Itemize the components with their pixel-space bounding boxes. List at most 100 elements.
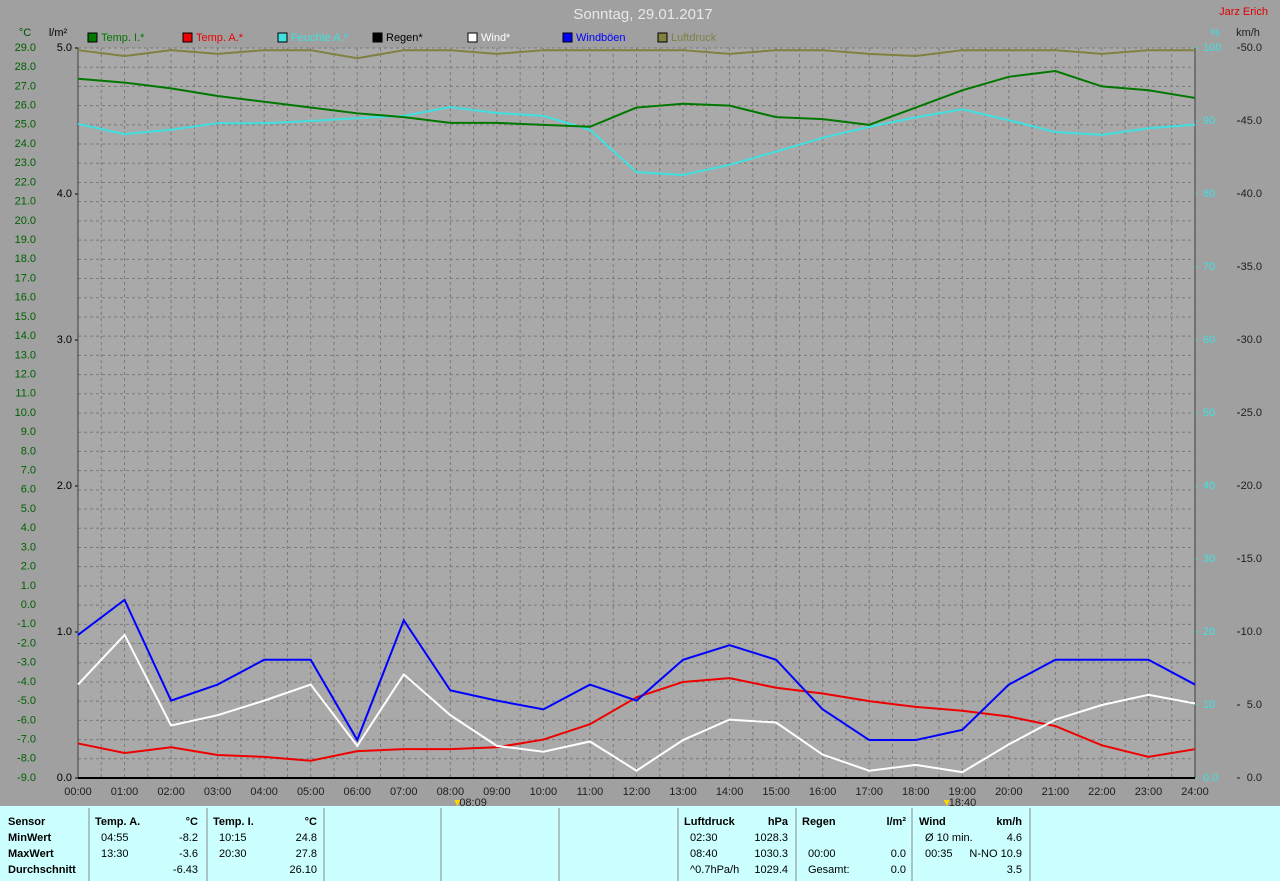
cell-value: 1028.3 <box>754 832 788 844</box>
block-unit: °C <box>305 816 317 828</box>
cell-value: 1029.4 <box>754 864 788 876</box>
y-tick-label: 13.0 <box>15 349 36 361</box>
row-label: Durchschnitt <box>8 864 76 876</box>
series-line <box>77 598 1196 743</box>
cell-value: N-NO 10.9 <box>969 848 1022 860</box>
legend-swatch <box>562 32 573 43</box>
y3-tick-label: 10 <box>1203 699 1215 711</box>
y4-tick-label: 25.0 <box>1241 407 1262 419</box>
cell-value: 26.10 <box>289 864 317 876</box>
x-tick-label: 23:00 <box>1135 786 1163 798</box>
legend-label: Regen* <box>386 32 423 44</box>
y-tick-label: 15.0 <box>15 311 36 323</box>
cell-time: 08:40 <box>690 848 718 860</box>
annotation-label: 18:40 <box>949 797 977 809</box>
x-tick-label: 13:00 <box>669 786 697 798</box>
x-tick-label: 24:00 <box>1181 786 1209 798</box>
y4-axis-unit: km/h <box>1236 27 1260 39</box>
y3-tick-label: 90 <box>1203 115 1215 127</box>
y3-tick-label: 0.0 <box>1203 772 1218 784</box>
y-tick-label: 10.0 <box>15 407 36 419</box>
cell-value: 1030.3 <box>754 848 788 860</box>
y4-tick-label: 30.0 <box>1241 334 1262 346</box>
annotation-label: 08:09 <box>459 797 487 809</box>
y4-tick-label: 45.0 <box>1241 115 1262 127</box>
legend-label: Wind* <box>481 32 511 44</box>
legend-label: Luftdruck <box>671 32 717 44</box>
y-tick-label: 18.0 <box>15 253 36 265</box>
legend-label: Temp. A.* <box>196 32 244 44</box>
block-header: Temp. I. <box>213 816 254 828</box>
sun-marker <box>454 800 461 806</box>
y-tick-label: 12.0 <box>15 368 36 380</box>
y3-tick-label: 40 <box>1203 480 1215 492</box>
cell-time: 00:00 <box>808 848 836 860</box>
block-header: Wind <box>919 816 946 828</box>
y2-tick-label: 2.0 <box>57 480 72 492</box>
x-tick-label: 14:00 <box>716 786 744 798</box>
y-tick-label: 0.0 <box>21 599 36 611</box>
row-label: Sensor <box>8 816 46 828</box>
y2-tick-label: 1.0 <box>57 626 72 638</box>
cell-time: 02:30 <box>690 832 718 844</box>
y4-tick-label: 10.0 <box>1241 626 1262 638</box>
x-tick-label: 00:00 <box>64 786 92 798</box>
y3-axis-unit: % <box>1210 27 1220 39</box>
y4-tick-label: 0.0 <box>1247 772 1262 784</box>
y-tick-label: -1.0 <box>17 618 36 630</box>
y-tick-label: 2.0 <box>21 561 36 573</box>
y-tick-label: -9.0 <box>17 772 36 784</box>
x-tick-label: 03:00 <box>204 786 232 798</box>
y-tick-label: 27.0 <box>15 80 36 92</box>
x-tick-label: 07:00 <box>390 786 418 798</box>
y-tick-label: 22.0 <box>15 176 36 188</box>
y-axis-unit: °C <box>19 27 31 39</box>
cell-time: 04:55 <box>101 832 129 844</box>
x-tick-label: 08:00 <box>437 786 465 798</box>
y-tick-label: 19.0 <box>15 234 36 246</box>
cell-value: 0.0 <box>891 864 906 876</box>
y-tick-label: 6.0 <box>21 484 36 496</box>
x-tick-label: 04:00 <box>250 786 278 798</box>
y-tick-label: 9.0 <box>21 426 36 438</box>
cell-time: 13:30 <box>101 848 129 860</box>
x-tick-label: 11:00 <box>577 786 604 798</box>
x-tick-label: 01:00 <box>111 786 139 798</box>
y2-tick-label: 3.0 <box>57 334 72 346</box>
block-unit: hPa <box>768 816 789 828</box>
series-line <box>77 49 1195 60</box>
cell-value: -3.6 <box>179 848 198 860</box>
x-tick-label: 09:00 <box>483 786 511 798</box>
y-tick-label: 14.0 <box>15 330 36 342</box>
y-tick-label: -6.0 <box>17 714 36 726</box>
block-header: Temp. A. <box>95 816 140 828</box>
y3-tick-label: 100 <box>1203 42 1221 54</box>
y-tick-label: -3.0 <box>17 657 36 669</box>
y3-tick-label: 50 <box>1203 407 1215 419</box>
y-tick-label: 11.0 <box>15 388 36 400</box>
block-unit: °C <box>186 816 198 828</box>
y4-tick-label: 5.0 <box>1247 699 1262 711</box>
cell-value: 24.8 <box>296 832 317 844</box>
x-tick-label: 10:00 <box>530 786 558 798</box>
author: Jarz Erich <box>1219 6 1268 18</box>
cell-time: ^0.7hPa/h <box>690 864 739 876</box>
y-tick-label: 21.0 <box>15 196 36 208</box>
legend-label: Windböen <box>576 32 626 44</box>
legend-swatch <box>657 32 668 43</box>
legend-swatch <box>182 32 193 43</box>
block-unit: l/m² <box>886 816 906 828</box>
y2-tick-label: 4.0 <box>57 188 72 200</box>
y3-tick-label: 60 <box>1203 334 1215 346</box>
x-tick-label: 20:00 <box>995 786 1023 798</box>
y2-tick-label: 5.0 <box>57 42 72 54</box>
x-tick-label: 02:00 <box>157 786 185 798</box>
cell-time: 00:35 <box>925 848 953 860</box>
series-line <box>77 70 1196 128</box>
y-tick-label: 3.0 <box>21 541 36 553</box>
row-label: MinWert <box>8 832 52 844</box>
y4-tick-label: 35.0 <box>1241 261 1262 273</box>
y2-tick-label: 0.0 <box>57 772 72 784</box>
